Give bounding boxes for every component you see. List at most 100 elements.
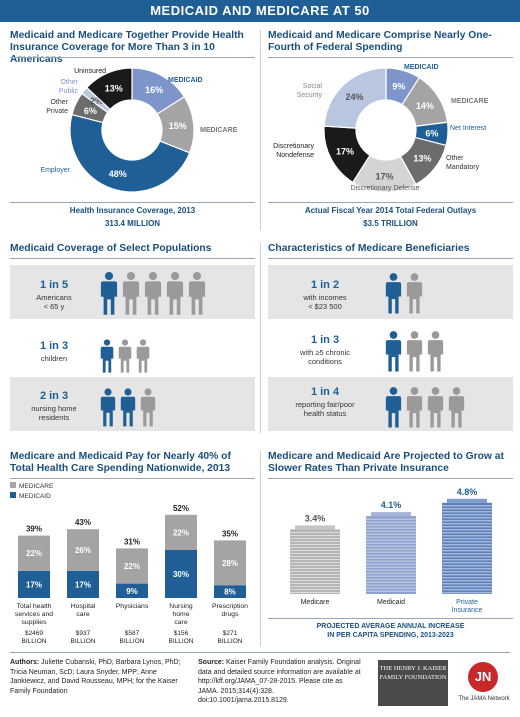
person-icon <box>166 271 184 315</box>
banner: MEDICAID AND MEDICARE AT 50 <box>0 0 520 22</box>
bar-total-label: 35% <box>222 529 238 538</box>
column-divider <box>260 451 261 646</box>
beneficiaries-title: Characteristics of Medicare Beneficiarie… <box>268 243 470 254</box>
source: Kaiser Family Foundation analysis. Origi… <box>198 659 361 704</box>
jn-logo: JN <box>468 662 498 692</box>
slice-value-label: 6% <box>84 106 97 116</box>
bar-category-label: supplies <box>22 619 48 626</box>
slice-category-label: Discretionary Defense <box>351 185 420 192</box>
person-cane-icon <box>120 388 136 427</box>
slice-category-label: Social <box>303 83 323 90</box>
slice-value-label: 6% <box>425 128 438 138</box>
divider <box>10 652 510 653</box>
bar-value-label: 22% <box>124 562 140 571</box>
spending-caption-title: Actual Fiscal Year 2014 Total Federal Ou… <box>304 206 477 215</box>
bar-category-label: care <box>174 619 187 626</box>
person-icon <box>448 387 465 428</box>
legend-swatch <box>10 482 16 488</box>
bar-category-label: Hospital <box>71 603 96 610</box>
pop-ratio: 1 in 5 <box>39 279 69 291</box>
coverage-caption-title: Health Insurance Coverage, 2013 <box>69 206 196 215</box>
spending-caption-value: $3.5 TRILLION <box>363 219 418 228</box>
slice-category-label: Nondefense <box>276 152 314 159</box>
slice-value-label: 48% <box>109 169 127 179</box>
bar-value-label: 30% <box>173 570 189 579</box>
bar-medicaid <box>214 585 246 598</box>
slice-category-label: MEDICARE <box>200 127 238 134</box>
bar-category-label: Physicians <box>116 603 149 610</box>
legend-medicare: MEDICARE <box>10 482 53 490</box>
bar-medicaid <box>18 570 50 598</box>
bar-value-label: 8% <box>224 588 236 597</box>
bar-medicare <box>67 529 99 571</box>
person-icon <box>188 271 206 315</box>
pop-ratio: 1 in 3 <box>39 340 69 352</box>
bar-total-label: 39% <box>26 525 42 534</box>
bar-value-label: 17% <box>26 580 42 589</box>
slice-category-label: Other <box>50 99 68 106</box>
coverage-pie-chart: 16% MEDICAID 15% MEDICARE 48% Employer 6% Other… <box>40 67 238 193</box>
slice-category-label: Mandatory <box>446 164 480 171</box>
beneficiary-subtext: with ≥5 chronic conditions <box>300 348 350 366</box>
person-icon <box>144 271 162 315</box>
bar-value-label: 28% <box>222 559 238 568</box>
growth-caption: PROJECTED AVERAGE ANNUAL INCREASE IN PER… <box>316 623 465 639</box>
growth-category-label: Medicaid <box>377 599 405 606</box>
person-icon <box>100 271 118 315</box>
bar-category-label: drugs <box>221 611 239 618</box>
slice-category-label: Other <box>60 79 78 86</box>
bar-medicaid <box>67 570 99 598</box>
person-cane-icon <box>427 331 444 372</box>
slice-value-label: 9% <box>392 81 405 91</box>
bar-amount-label: $587 <box>125 630 140 637</box>
bar-category-label: care <box>76 611 89 618</box>
bar-amount-label: BILLION <box>71 638 96 645</box>
divider <box>10 478 255 479</box>
bar-total-label: 43% <box>75 518 91 527</box>
divider <box>10 57 255 58</box>
people-icon-group <box>385 325 510 375</box>
divider <box>268 478 513 479</box>
growth-value-label: 4.8% <box>457 487 478 497</box>
slice-value-label: 17% <box>336 146 354 156</box>
divider <box>10 202 255 203</box>
legend-label: MEDICAID <box>19 493 51 500</box>
growth-bar-chart: 3.4% Medicare 4.1% Medicaid 4.8% PrivateInsur… <box>290 487 492 614</box>
bar-medicare <box>165 514 197 550</box>
slice-value-label: 13% <box>105 83 123 93</box>
pie-slice <box>323 67 387 129</box>
bar-category-label: home <box>172 611 189 618</box>
bar-category-label: services and <box>15 611 53 618</box>
authors: Juliette Cubanski, PhD; Barbara Lynos, P… <box>10 659 181 695</box>
people-icon-group <box>100 380 250 430</box>
bar-category-label: Nursing <box>169 603 193 610</box>
beneficiary-subtext: reporting fair/poor health status <box>295 400 355 418</box>
bar-value-label: 22% <box>26 549 42 558</box>
person-cane-icon <box>385 331 402 372</box>
bar-cap <box>371 512 411 517</box>
beneficiary-ratio: 1 in 2 <box>310 279 340 291</box>
slice-category-label: MEDICAID <box>404 64 439 71</box>
people-icon-group <box>385 267 510 317</box>
bar-amount-label: BILLION <box>120 638 145 645</box>
person-icon <box>406 273 423 314</box>
bar-category-label: Prescription <box>212 603 248 610</box>
coverage-title: Medicaid and Medicare Together Provide H… <box>10 30 244 65</box>
slice-value-label: 15% <box>169 121 187 131</box>
authors-text: Authors: Juliette Cubanski, PhD; Barbara… <box>10 658 192 696</box>
pay-title: Medicare and Medicaid Pay for Nearly 40%… <box>10 451 231 474</box>
bar-cap <box>447 498 487 503</box>
source-text: Source: Kaiser Family Foundation analysi… <box>198 658 363 706</box>
kff-logo: THE HENRY J. KAISER FAMILY FOUNDATION <box>378 660 448 706</box>
slice-value-label: 17% <box>376 171 394 181</box>
pop-subtext: nursing home residents <box>31 404 77 422</box>
slice-category-label: Security <box>297 92 323 99</box>
pie-slice <box>69 113 191 193</box>
bar-cap <box>295 525 335 530</box>
people-icon-group <box>100 267 250 317</box>
pop-subtext: Americans < 65 y <box>36 293 72 311</box>
bar-value-label: 17% <box>75 580 91 589</box>
growth-value-label: 4.1% <box>381 500 402 510</box>
person-icon <box>100 339 114 373</box>
